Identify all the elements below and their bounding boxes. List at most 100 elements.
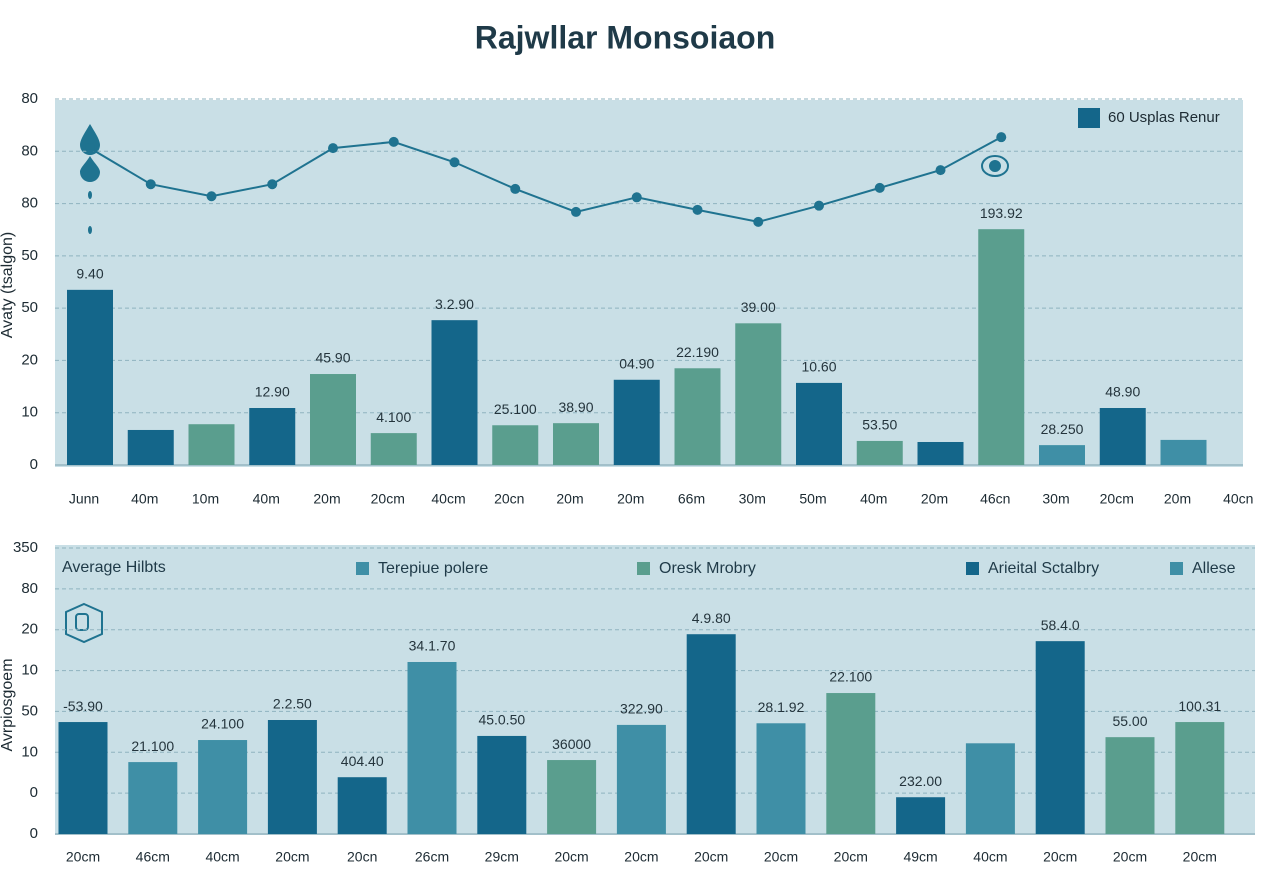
x-tick-label: 20m: [313, 491, 340, 507]
y-tick-label: 20: [21, 351, 38, 368]
y-tick-label: 350: [13, 539, 38, 556]
x-tick-label: 30m: [1042, 491, 1069, 507]
x-tick-label: 40m: [860, 491, 887, 507]
y-axis-label: Avaty (tsalgon): [0, 232, 16, 338]
bar: [58, 722, 108, 834]
point: [571, 206, 581, 217]
x-tick-label: 20cm: [275, 849, 309, 865]
y-tick-label: 80: [21, 90, 38, 107]
data-label: 55.00: [1112, 713, 1147, 729]
point: [692, 204, 703, 215]
point: [145, 179, 156, 190]
bar: [492, 425, 539, 465]
bar: [1035, 641, 1085, 834]
bar: [477, 735, 527, 834]
x-tick-label: 20cm: [1183, 849, 1217, 865]
x-tick-label: 40cm: [205, 849, 239, 865]
x-tick-label: 20cm: [371, 491, 405, 507]
point: [753, 216, 764, 227]
y-tick-label: 80: [21, 580, 38, 597]
data-label: -53.90: [63, 698, 103, 714]
bar: [310, 374, 356, 465]
y-tick-label: 0: [30, 784, 38, 801]
data-label: 12.90: [255, 384, 290, 400]
badge-icon: [65, 602, 103, 644]
data-label: 45.0.50: [478, 712, 525, 728]
data-label: 28.250: [1041, 421, 1084, 437]
x-tick-label: 20cm: [1043, 849, 1077, 865]
bar: [616, 724, 666, 834]
bar: [756, 723, 806, 834]
data-label: 22.190: [676, 344, 719, 360]
bar: [613, 379, 660, 465]
droplet-icon: [80, 124, 100, 234]
line: [89, 136, 1002, 223]
data-label: 193.92: [980, 205, 1023, 221]
data-label: 53.50: [862, 417, 897, 433]
x-tick-label: 40m: [131, 491, 158, 507]
legend-label: Allese: [1192, 560, 1236, 577]
x-tick-label: 46cn: [980, 491, 1010, 507]
eye-icon: [981, 155, 1009, 177]
point: [206, 191, 217, 202]
bar: [553, 423, 599, 465]
bar: [1160, 439, 1207, 465]
bar: [67, 289, 113, 465]
y-tick-label: 10: [21, 662, 38, 679]
x-tick-label: 20cm: [834, 849, 868, 865]
x-tick-label: 20cn: [347, 849, 377, 865]
x-tick-label: 20m: [921, 491, 948, 507]
x-tick-label: 20cm: [764, 849, 798, 865]
data-label: 4.100: [376, 409, 411, 425]
x-tick-label: 20cm: [694, 849, 728, 865]
x-tick-label: 40cm: [973, 849, 1007, 865]
data-label: 45.90: [315, 350, 350, 366]
data-label: 36000: [552, 736, 591, 752]
bar: [965, 743, 1015, 834]
bar: [407, 661, 457, 834]
x-tick-label: 20cm: [66, 849, 100, 865]
data-label: 28.1.92: [758, 699, 805, 715]
point: [996, 132, 1007, 143]
bar: [686, 634, 736, 834]
bar: [826, 693, 876, 834]
data-label: 10.60: [801, 359, 836, 375]
bar: [127, 429, 174, 465]
data-label: 34.1.70: [409, 638, 456, 654]
bar: [198, 740, 248, 834]
y-axis-label: Avrpiosgoem: [0, 658, 16, 751]
bar: [856, 440, 903, 465]
bar: [249, 408, 296, 465]
y-tick-label: 10: [21, 404, 38, 421]
legend-label: Terepiue polere: [378, 560, 488, 577]
point: [267, 179, 278, 190]
y-tick-label: 50: [21, 299, 38, 316]
legend-swatch: [966, 562, 979, 575]
bar: [128, 762, 178, 834]
point: [631, 192, 642, 203]
y-tick-label: 80: [21, 142, 38, 159]
bar: [370, 433, 417, 465]
chart-title: Rajwllar Monsoiaon: [475, 19, 775, 55]
point: [874, 182, 885, 193]
data-label: 404.40: [341, 753, 384, 769]
y-tick-label: 50: [21, 702, 38, 719]
y-tick-label: 50: [21, 247, 38, 264]
data-label: 21.100: [131, 738, 174, 754]
bar: [978, 229, 1025, 465]
x-tick-label: 49cm: [903, 849, 937, 865]
data-label: 2.2.50: [273, 696, 312, 712]
x-tick-label: 20cm: [624, 849, 658, 865]
point: [814, 200, 824, 211]
legend-swatch: [356, 562, 369, 575]
bar: [896, 797, 946, 834]
x-tick-label: 20cm: [554, 849, 588, 865]
x-tick-label: 20cm: [1100, 491, 1134, 507]
x-tick-label: 20m: [617, 491, 644, 507]
legend-swatch: [1078, 108, 1100, 128]
bar: [547, 760, 597, 834]
x-tick-label: 50m: [799, 491, 826, 507]
data-label: 322.90: [620, 701, 663, 717]
y-tick-label: 0: [30, 456, 38, 473]
